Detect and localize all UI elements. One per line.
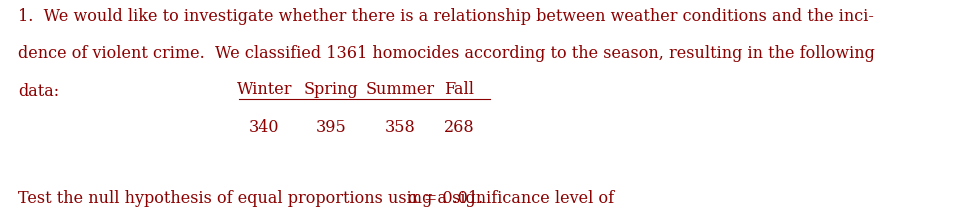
- Text: 268: 268: [444, 119, 474, 136]
- Text: Test the null hypothesis of equal proportions using a significance level of: Test the null hypothesis of equal propor…: [18, 190, 619, 207]
- Text: Spring: Spring: [303, 81, 358, 98]
- Text: 1.  We would like to investigate whether there is a relationship between weather: 1. We would like to investigate whether …: [18, 8, 874, 25]
- Text: dence of violent crime.  We classified 1361 homocides according to the season, r: dence of violent crime. We classified 13…: [18, 45, 875, 62]
- Text: Fall: Fall: [444, 81, 474, 98]
- Text: α = 0.01.: α = 0.01.: [408, 190, 483, 207]
- Text: Summer: Summer: [366, 81, 435, 98]
- Text: 395: 395: [316, 119, 347, 136]
- Text: 358: 358: [385, 119, 416, 136]
- Text: Winter: Winter: [237, 81, 292, 98]
- Text: data:: data:: [18, 83, 59, 100]
- Text: 340: 340: [249, 119, 279, 136]
